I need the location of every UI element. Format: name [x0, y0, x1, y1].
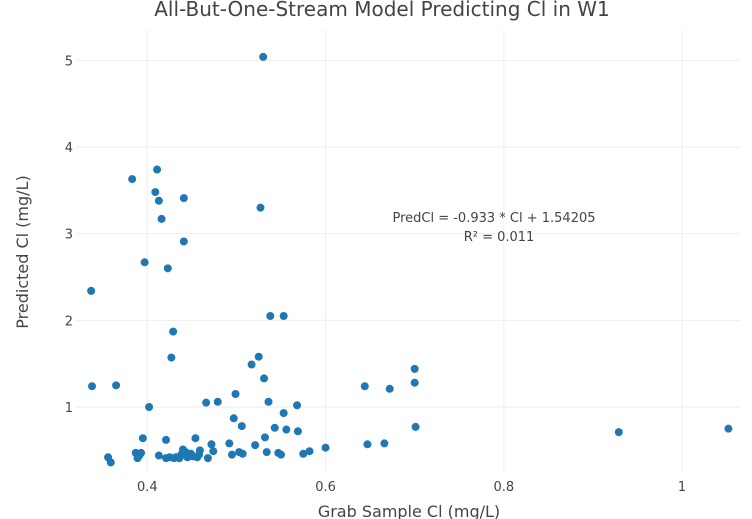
- data-point[interactable]: [179, 237, 188, 246]
- data-point[interactable]: [237, 422, 246, 431]
- data-point[interactable]: [157, 214, 166, 223]
- regression-equation: PredCl = -0.933 * Cl + 1.54205: [392, 211, 595, 226]
- data-point[interactable]: [154, 196, 163, 205]
- data-point[interactable]: [112, 381, 121, 390]
- x-tick-label: 0.6: [315, 480, 336, 495]
- data-point[interactable]: [137, 448, 146, 457]
- data-point[interactable]: [179, 194, 188, 203]
- data-point[interactable]: [169, 327, 178, 336]
- data-point[interactable]: [207, 440, 216, 449]
- x-tick-label: 0.8: [493, 480, 514, 495]
- data-point[interactable]: [293, 427, 302, 436]
- data-point[interactable]: [154, 451, 163, 460]
- data-point[interactable]: [279, 409, 288, 418]
- data-point[interactable]: [614, 428, 623, 437]
- y-axis-ticks: 1 2 3 4 5: [65, 54, 73, 416]
- x-tick-label: 0.4: [137, 480, 158, 495]
- y-axis-title: Predicted Cl (mg/L): [13, 175, 32, 328]
- data-point[interactable]: [385, 384, 394, 393]
- x-axis-title: Grab Sample Cl (mg/L): [318, 502, 500, 519]
- data-point[interactable]: [410, 364, 419, 373]
- data-point[interactable]: [305, 447, 314, 456]
- data-point[interactable]: [380, 439, 389, 448]
- x-axis-ticks: 0.4 0.6 0.8 1: [137, 480, 686, 495]
- data-point[interactable]: [163, 264, 172, 273]
- data-point[interactable]: [167, 353, 176, 362]
- data-point[interactable]: [260, 374, 269, 383]
- r-squared: R² = 0.011: [464, 230, 535, 245]
- data-point[interactable]: [363, 440, 372, 449]
- data-point[interactable]: [195, 446, 204, 455]
- data-point[interactable]: [138, 434, 147, 443]
- y-tick-label: 5: [65, 54, 73, 69]
- data-point[interactable]: [266, 312, 275, 320]
- y-tick-label: 2: [65, 314, 73, 329]
- chart-title: All-But-One-Stream Model Predicting Cl i…: [154, 0, 610, 21]
- grid: [76, 30, 740, 472]
- data-point[interactable]: [162, 435, 171, 444]
- data-point[interactable]: [209, 447, 218, 456]
- data-point[interactable]: [293, 401, 302, 410]
- data-point[interactable]: [203, 454, 212, 463]
- x-tick-label: 1: [678, 480, 686, 495]
- data-points: [87, 52, 733, 467]
- data-point[interactable]: [231, 390, 240, 398]
- data-point[interactable]: [106, 458, 115, 467]
- data-point[interactable]: [151, 188, 160, 197]
- data-point[interactable]: [202, 398, 211, 407]
- data-point[interactable]: [360, 382, 369, 391]
- data-point[interactable]: [247, 360, 256, 369]
- y-tick-label: 4: [65, 141, 73, 156]
- data-point[interactable]: [87, 286, 96, 295]
- data-point[interactable]: [264, 397, 273, 406]
- data-point[interactable]: [276, 450, 285, 459]
- y-tick-label: 3: [65, 228, 73, 243]
- data-point[interactable]: [260, 433, 269, 442]
- data-point[interactable]: [259, 52, 268, 61]
- data-point[interactable]: [213, 397, 222, 406]
- data-point[interactable]: [88, 382, 97, 391]
- data-point[interactable]: [282, 425, 291, 434]
- data-point[interactable]: [140, 258, 149, 267]
- data-point[interactable]: [238, 449, 247, 458]
- data-point[interactable]: [254, 352, 263, 361]
- data-point[interactable]: [225, 439, 234, 448]
- data-point[interactable]: [279, 312, 288, 320]
- data-point[interactable]: [410, 378, 419, 387]
- data-point[interactable]: [270, 423, 279, 432]
- data-point[interactable]: [411, 422, 420, 431]
- data-point[interactable]: [251, 441, 260, 450]
- y-tick-label: 1: [65, 401, 73, 416]
- data-point[interactable]: [321, 443, 330, 452]
- data-point[interactable]: [227, 450, 236, 459]
- data-point[interactable]: [191, 434, 200, 443]
- data-point[interactable]: [256, 203, 265, 212]
- data-point[interactable]: [262, 448, 271, 457]
- data-point[interactable]: [128, 175, 137, 184]
- data-point[interactable]: [299, 449, 308, 458]
- data-point[interactable]: [229, 414, 238, 423]
- data-point[interactable]: [153, 165, 162, 174]
- data-point[interactable]: [724, 424, 733, 433]
- data-point[interactable]: [145, 403, 154, 411]
